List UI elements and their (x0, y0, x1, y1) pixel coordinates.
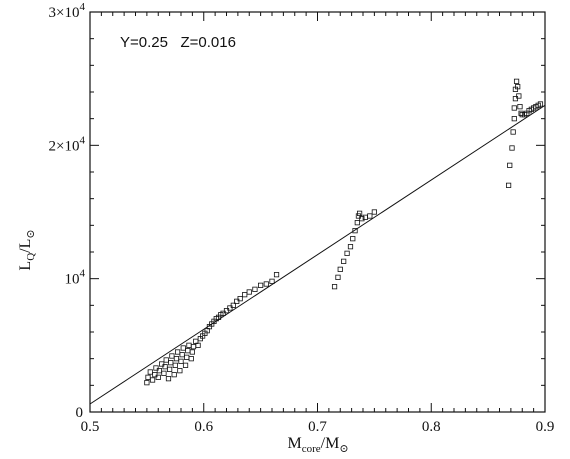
data-point (190, 344, 197, 350)
data-point (145, 374, 151, 380)
y-tick-label: 3×104 (49, 1, 86, 21)
x-tick-label: 0.5 (81, 419, 100, 435)
data-point (515, 84, 521, 90)
y-label-rest: /L (17, 239, 34, 253)
data-point (537, 101, 544, 107)
data-point (188, 356, 194, 362)
data-point (223, 308, 230, 314)
data-point (341, 258, 347, 264)
data-point (263, 281, 269, 287)
data-point (511, 116, 517, 122)
data-point (185, 348, 191, 354)
data-point (371, 209, 377, 215)
data-point (230, 302, 236, 308)
x-tick-label: 0.9 (536, 419, 555, 435)
data-point (182, 362, 189, 368)
axis-ticks (89, 11, 546, 413)
data-point (178, 358, 184, 364)
data-point (172, 362, 178, 368)
data-point (186, 342, 192, 348)
data-point (162, 364, 168, 370)
data-point (509, 145, 515, 151)
data-point (335, 274, 341, 280)
data-point (246, 289, 252, 295)
data-point (347, 244, 354, 250)
data-point (153, 365, 159, 371)
annotation: Y=0.25 Z=0.016 (120, 34, 236, 51)
data-point (350, 236, 356, 242)
data-point (168, 360, 174, 366)
data-point (242, 292, 248, 298)
data-point (258, 282, 264, 288)
tick-labels: 0.5 0.6 0.7 0.8 0.9 0 104 2×104 3×104 (49, 1, 555, 435)
data-point (355, 213, 362, 219)
data-point (174, 349, 181, 355)
x-label-sub2: ⊙ (339, 443, 348, 455)
data-point (169, 353, 175, 359)
data-point (165, 376, 172, 382)
data-point (505, 182, 512, 188)
data-point (518, 110, 524, 116)
y-tick-label: 0 (76, 405, 84, 421)
y-label-sub2: ⊙ (25, 229, 37, 238)
data-point (273, 272, 280, 278)
y-tick-label: 2×104 (49, 134, 86, 154)
data-point (344, 250, 350, 256)
data-point (252, 286, 258, 292)
plot-frame (89, 11, 546, 413)
x-axis-label: Mcore/M⊙ (287, 435, 348, 455)
y-label-sub: Q (25, 253, 37, 261)
data-point (179, 352, 185, 358)
data-point (227, 305, 233, 311)
x-label-sub: core (302, 443, 321, 455)
data-point (147, 369, 153, 375)
data-point (184, 354, 190, 360)
data-point (237, 296, 243, 302)
x-tick-label: 0.7 (308, 419, 327, 435)
data-point (156, 368, 162, 374)
data-point (220, 310, 226, 316)
data-points (144, 78, 544, 386)
data-point (161, 370, 167, 376)
data-point (367, 213, 373, 219)
data-point (510, 129, 516, 135)
y-label-main: L (17, 261, 34, 271)
x-label-main: M (287, 435, 301, 452)
data-point (177, 368, 183, 374)
data-point (354, 220, 360, 226)
data-point (155, 374, 161, 380)
x-label-rest: /M (321, 435, 340, 452)
data-point (517, 104, 523, 110)
data-point (269, 278, 275, 284)
data-point (163, 357, 169, 363)
data-point (234, 298, 240, 304)
data-point (180, 345, 186, 351)
data-point (167, 366, 173, 372)
data-point (512, 96, 519, 102)
x-tick-label: 0.8 (422, 419, 441, 435)
data-point (507, 162, 513, 168)
data-point (171, 372, 177, 378)
y-axis-label: LQ/L⊙ (17, 229, 37, 270)
y-tick-label: 104 (65, 268, 86, 288)
data-point (189, 349, 195, 355)
data-point (337, 266, 343, 272)
data-point (152, 372, 158, 378)
data-point (149, 377, 156, 383)
data-point (195, 342, 201, 348)
data-point (356, 210, 363, 216)
data-point (511, 105, 517, 111)
data-point (513, 78, 520, 84)
fit-line (89, 104, 546, 405)
data-point (331, 284, 338, 290)
data-point (173, 356, 180, 362)
data-point (144, 380, 150, 386)
data-point (352, 228, 358, 234)
data-point (159, 361, 165, 367)
x-tick-label: 0.6 (194, 419, 213, 435)
data-point (516, 93, 522, 99)
data-point (359, 216, 365, 222)
